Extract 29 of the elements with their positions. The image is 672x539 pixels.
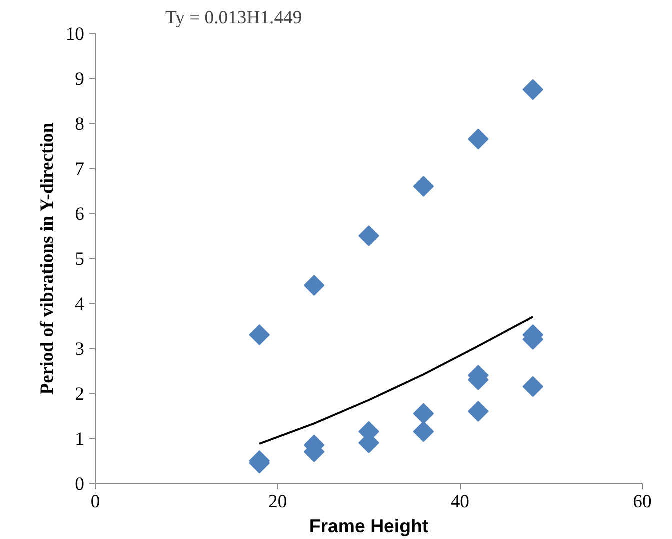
y-tick-label: 8 — [75, 114, 84, 135]
y-tick-label: 5 — [75, 249, 84, 270]
y-tick-label: 9 — [75, 69, 84, 90]
x-tick-label: 0 — [90, 492, 100, 512]
x-tick-label: 60 — [633, 492, 652, 512]
y-tick-label: 3 — [75, 339, 84, 360]
y-tick-label: 4 — [75, 294, 86, 315]
y-tick-label: 0 — [75, 474, 84, 495]
y-tick-label: 1 — [75, 429, 84, 450]
point — [249, 324, 270, 346]
text: Ty = 0.013H1.449 — [166, 8, 302, 28]
point — [413, 176, 434, 197]
point — [468, 401, 489, 422]
point — [413, 403, 434, 424]
point — [304, 275, 325, 296]
y-tick-label: 6 — [75, 204, 84, 225]
y-tick-label: 2 — [75, 384, 84, 405]
y-tick-label: 10 — [66, 24, 84, 45]
x-tick-label: 20 — [268, 492, 288, 512]
point — [413, 421, 434, 442]
point — [522, 79, 544, 100]
y-axis-title: Period of vibrations in Y-direction — [36, 122, 58, 395]
line-series — [258, 316, 534, 445]
x-axis-title: Frame Height — [309, 516, 429, 536]
x-tick-label: 40 — [450, 492, 470, 512]
y-tick-label: 7 — [75, 159, 84, 180]
point — [358, 226, 380, 246]
point — [468, 128, 489, 150]
point — [522, 376, 544, 398]
